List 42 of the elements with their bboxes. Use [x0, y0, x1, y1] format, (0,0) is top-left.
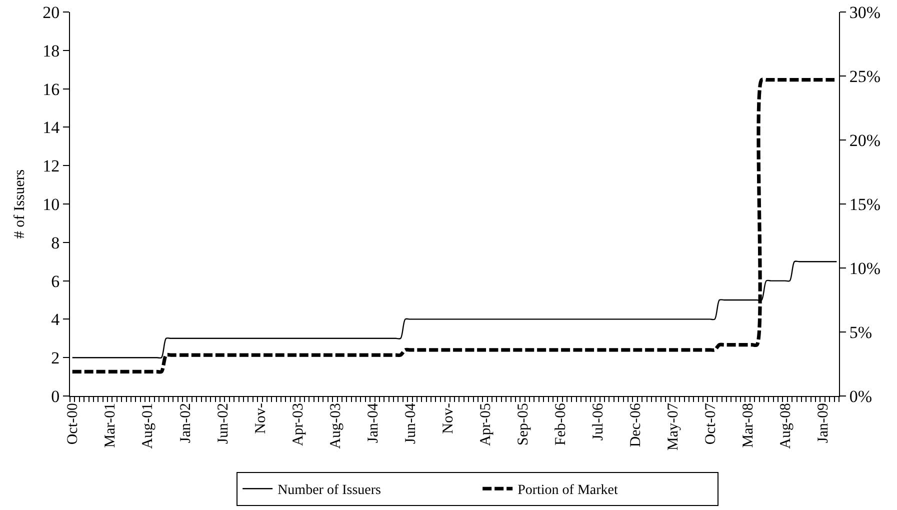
x-tick-label: Jan-04 [365, 402, 382, 443]
y2-tick-label: 20% [849, 130, 881, 150]
x-tick-label: Jul-06 [590, 402, 606, 440]
x-tick-label: Aug-03 [328, 403, 344, 449]
y-tick-label: 4 [51, 310, 60, 330]
y-tick-label: 10 [42, 194, 60, 214]
x-tick-label: Jan-09 [815, 403, 832, 443]
x-tick-label: Nov- [440, 402, 456, 434]
y2-tick-label: 30% [849, 2, 881, 22]
x-tick-label: Jun-04 [402, 402, 419, 444]
y2-tick-label: 25% [849, 66, 881, 86]
x-tick-label: Jun-02 [215, 403, 232, 444]
y2-tick-label: 15% [849, 194, 881, 214]
y-tick-label: 6 [51, 272, 60, 291]
y-tick-label: 20 [42, 2, 60, 22]
y2-tick-label: 5% [849, 322, 872, 342]
x-tick-label: Oct-07 [702, 402, 719, 445]
y-axis-title: # of Issuers [12, 169, 28, 239]
y-tick-label: 14 [42, 118, 60, 138]
x-tick-label: Dec-06 [628, 402, 644, 448]
x-tick-label: Apr-05 [478, 403, 494, 446]
x-tick-label: Mar-01 [102, 403, 119, 448]
legend-label: Portion of Market [518, 483, 618, 498]
y-tick-label: 8 [51, 233, 60, 252]
y2-tick-label: 0% [849, 386, 872, 406]
legend-label: Number of Issuers [278, 483, 381, 498]
x-tick-label: Aug-01 [140, 403, 156, 449]
x-tick-label: Jan-02 [178, 403, 194, 443]
y-tick-label: 16 [42, 80, 60, 99]
y-tick-label: 0 [51, 386, 60, 406]
x-tick-label: Sep-05 [515, 403, 532, 446]
x-tick-label: Apr-03 [290, 403, 306, 446]
x-tick-label: Oct-00 [65, 403, 82, 445]
x-tick-label: Nov- [252, 402, 269, 434]
y-tick-label: 2 [51, 348, 60, 368]
x-tick-label: Aug-08 [778, 403, 794, 449]
y-tick-label: 18 [42, 41, 60, 60]
y-tick-label: 12 [42, 156, 60, 176]
x-tick-label: Feb-06 [552, 402, 569, 446]
x-tick-label: Mar-08 [740, 403, 756, 448]
x-tick-label: May-07 [665, 402, 682, 450]
y2-tick-label: 10% [849, 258, 881, 278]
